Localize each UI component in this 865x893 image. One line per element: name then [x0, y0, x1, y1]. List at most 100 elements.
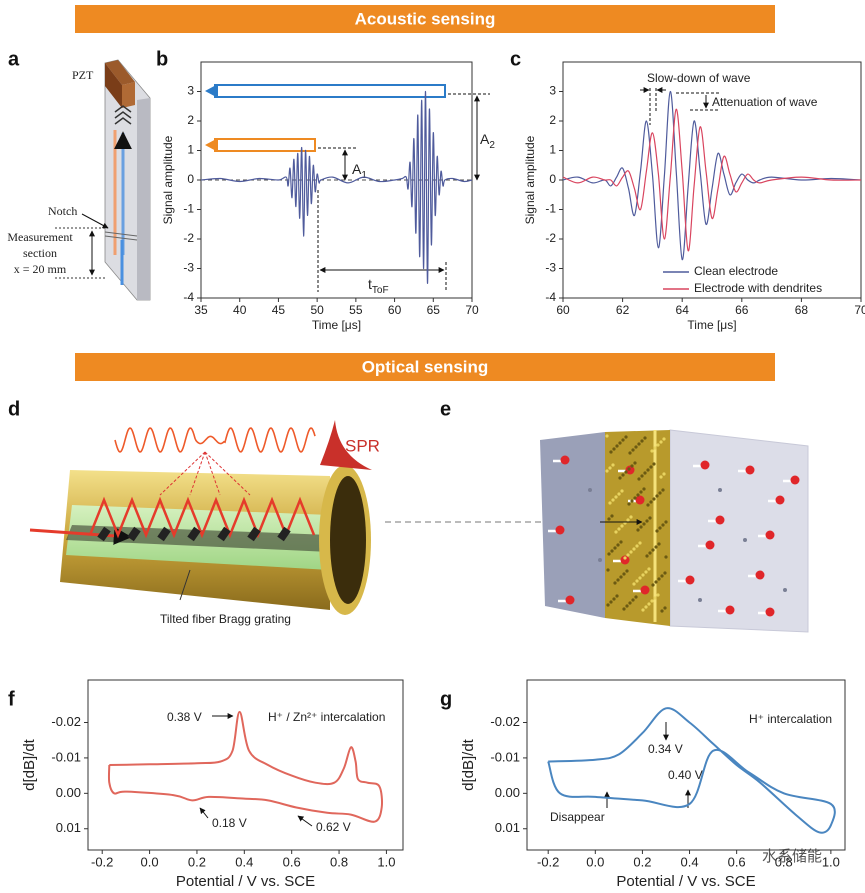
y-tick-label: -0.01 [490, 749, 520, 764]
dendrite-grain [606, 603, 610, 607]
dendrite-grain [659, 440, 663, 444]
dendrite-grain [632, 582, 636, 586]
particle [765, 530, 775, 540]
dendrite-grain [614, 495, 618, 499]
panel-label: a [8, 48, 20, 70]
plot: -0.2 0.0 0.2 0.4 0.6 0.8 1.0 -0.02 -0.01 0.00 0.01… [460, 679, 846, 890]
grating [217, 526, 231, 542]
dendrite-grain [640, 439, 644, 443]
y-tick-label: 0.01 [56, 820, 81, 835]
plot: -0.2 0.0 0.2 0.4 0.6 0.8 1.0 -0.02 -0.01 0.00 0.01… [21, 679, 404, 890]
dendrite-grain [608, 466, 612, 470]
dendrite-grain [621, 473, 625, 477]
dendrite-grain [616, 578, 620, 582]
section-title: Optical sensing [362, 357, 489, 376]
label: SPR [345, 436, 380, 455]
scatter-arrow [189, 451, 206, 496]
dendrite-grain [605, 469, 609, 473]
dendrite-grain [657, 577, 661, 581]
annotation: A1 [352, 161, 367, 181]
dendrite-grain [636, 493, 640, 497]
y-axis-label: d[dB]/dt [21, 738, 38, 791]
dendrite-grain [663, 571, 667, 575]
dendrite-grain [620, 524, 624, 528]
x-tick-label: 0.2 [633, 854, 651, 869]
dendrite-grain [661, 523, 665, 527]
ion [698, 598, 702, 602]
dendrite-grain [625, 604, 629, 608]
y-tick-label: -0.01 [51, 749, 81, 764]
section-bar [75, 353, 775, 381]
particle [715, 515, 725, 525]
section-title: Acoustic sensing [355, 9, 496, 28]
y-tick-label: -1 [183, 202, 194, 216]
dendrite-grain [616, 543, 620, 547]
dendrite-grain [636, 528, 640, 532]
legend-label: Clean electrode [694, 264, 778, 278]
particle [790, 475, 800, 485]
dendrite-grain [653, 596, 657, 600]
dendrite-grain [658, 491, 662, 495]
annotation: H⁺ intercalation [749, 712, 832, 726]
dendrite-grain [639, 490, 643, 494]
x-tick-label: 0.8 [775, 854, 793, 869]
plot-frame [526, 679, 846, 851]
label: Measurement [7, 230, 73, 244]
dendrite-grain [649, 500, 653, 504]
x-tick-label: 0.6 [728, 854, 746, 869]
dendrite-grain [625, 569, 629, 573]
y-tick-label: 2 [187, 113, 194, 127]
y-axis-label: Signal amplitude [161, 135, 175, 224]
y-tick-label: 2 [549, 113, 556, 127]
x-tick-label: 35 [194, 303, 208, 317]
x-tick-label: 45 [272, 303, 286, 317]
particle [755, 570, 765, 580]
dendrite-grain [624, 470, 628, 474]
dendrite-grain [619, 575, 623, 579]
x-tick-label: 65 [427, 303, 441, 317]
x-tick-label: 50 [310, 303, 324, 317]
dendrite-grain [651, 583, 655, 587]
data-line [547, 707, 836, 834]
dendrite-grain [659, 475, 663, 479]
grating [127, 526, 141, 542]
sensor-illustration [55, 59, 151, 301]
ion [598, 558, 602, 562]
annotation: 0.34 V [648, 742, 683, 756]
data-line [107, 710, 383, 823]
x-tick-label: 1.0 [377, 854, 395, 869]
dendrite-grain [617, 527, 621, 531]
dendrite-grain [618, 441, 622, 445]
particle [700, 460, 710, 470]
panel-label: e [440, 398, 451, 420]
annotation: 0.40 V [668, 768, 703, 782]
legend-label: Electrode with dendrites [694, 281, 822, 295]
grating [187, 526, 201, 542]
x-tick-label: 68 [795, 303, 809, 317]
x-tick-label: 60 [388, 303, 402, 317]
dendrite-grain [630, 499, 634, 503]
particle [765, 607, 775, 617]
x-tick-label: -0.2 [537, 854, 559, 869]
dendrite-grain [622, 607, 626, 611]
scatter-arrow [204, 451, 221, 496]
dendrite-grain [643, 436, 647, 440]
dendrite-grain [656, 443, 660, 447]
dendrite-grain [641, 608, 645, 612]
data-line [562, 108, 862, 252]
dendrite-grain [650, 449, 654, 453]
dendrite-grain [628, 601, 632, 605]
annotation-arrows [199, 713, 691, 827]
panel-label: b [156, 48, 168, 70]
label: section [23, 246, 57, 260]
x-tick-label: 64 [676, 303, 690, 317]
plot: 35 40 45 50 55 60 65 70 -4 -3 -2 -1 0 1 2 3 Time [μs] Sig… [161, 61, 479, 332]
y-axis-label: Signal amplitude [523, 135, 537, 224]
particle [565, 595, 575, 605]
dendrite-grain [618, 476, 622, 480]
dendrite-grain [652, 497, 656, 501]
dendrite-grain [623, 556, 627, 560]
dendrite-grain [629, 515, 633, 519]
dendrite-grain [647, 567, 651, 571]
electrode-illustration [540, 429, 809, 633]
